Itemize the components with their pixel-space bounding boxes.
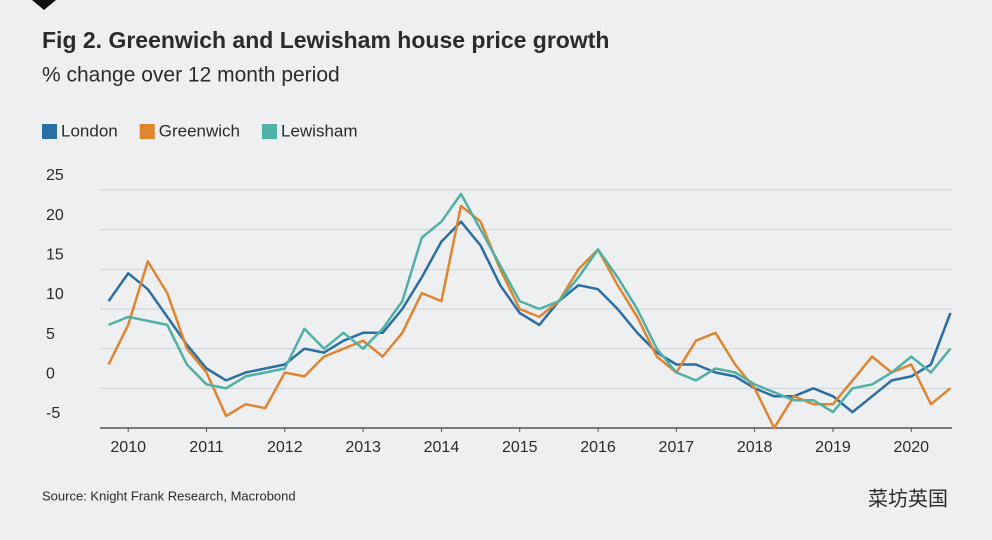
x-tick-label: 2011 (189, 439, 224, 456)
chart-title: Fig 2. Greenwich and Lewisham house pric… (42, 27, 609, 53)
x-tick-label: 2018 (737, 439, 773, 456)
plot (107, 192, 952, 430)
x-tick-label: 2015 (502, 439, 538, 456)
legend-label: Greenwich (159, 121, 240, 140)
x-tick-label: 2019 (815, 439, 851, 456)
y-tick-label: 20 (46, 207, 64, 224)
y-tick-label: -5 (46, 405, 60, 422)
x-tick-label: 2016 (580, 439, 616, 456)
x-tick-label: 2020 (893, 439, 929, 456)
series-line (108, 192, 952, 414)
y-tick-label: 25 (46, 167, 64, 184)
x-tick-label: 2014 (424, 439, 460, 456)
series-line (107, 204, 952, 430)
legend-swatch (139, 124, 155, 139)
legend-label: London (61, 121, 118, 140)
source: Source: Knight Frank Research, Macrobond (42, 488, 296, 503)
decoration (32, 0, 56, 10)
y-tick-label: 10 (46, 286, 64, 303)
series-line (107, 220, 952, 414)
x-tick-label: 2012 (267, 439, 303, 456)
x-tick-label: 2010 (110, 439, 146, 456)
legend-swatch (262, 124, 277, 139)
x-tick-label: 2017 (659, 439, 695, 456)
chart-subtitle: % change over 12 month period (42, 64, 340, 87)
legend-label: Lewisham (281, 121, 358, 140)
legend-swatch (42, 124, 57, 139)
y-tick-label: 15 (46, 247, 64, 264)
y-tick-label: 0 (46, 366, 55, 383)
x-tick-label: 2013 (345, 439, 381, 456)
y-tick-label: 5 (46, 326, 55, 343)
watermark: 菜坊英国 (868, 487, 948, 510)
